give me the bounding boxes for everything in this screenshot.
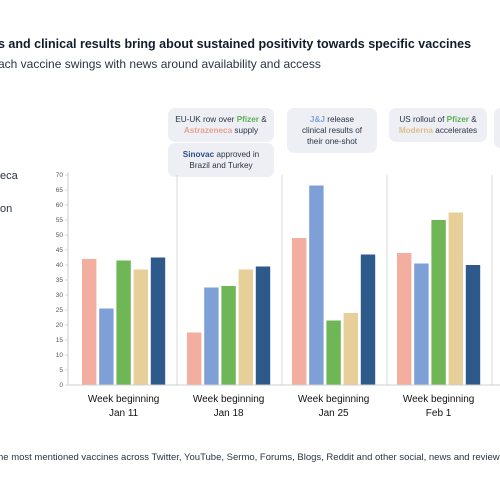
chart-subtitle: ach vaccine swings with news around avai… [0, 57, 321, 71]
y-tick-label: 5 [59, 367, 63, 374]
callout-cropped [494, 108, 500, 148]
bar-jj [414, 263, 429, 385]
category-label: Week beginning [298, 394, 370, 405]
category-label: Week beginning [193, 394, 265, 405]
y-tick-label: 60 [56, 202, 64, 209]
y-tick-label: 55 [56, 217, 64, 224]
y-tick-label: 30 [56, 292, 64, 299]
bar-sinovac [150, 257, 166, 385]
bar-pfizer [431, 220, 446, 385]
category-label: Feb 1 [426, 408, 452, 419]
bar-sinovac [255, 266, 271, 385]
y-tick-label: 15 [56, 337, 64, 344]
y-tick-label: 20 [56, 322, 64, 329]
bar-moderna [343, 313, 358, 385]
y-tick-label: 40 [56, 262, 64, 269]
bar-moderna [448, 212, 463, 385]
callout-us-rollout: US rollout of Pfizer & Moderna accelerat… [389, 108, 487, 142]
y-tick-label: 25 [56, 307, 64, 314]
chart-title: s and clinical results bring about susta… [0, 37, 472, 51]
bar-astrazeneca [397, 253, 412, 385]
callout-jj-results: J&J release clinical results of their on… [287, 108, 377, 153]
y-tick-label: 0 [59, 382, 63, 389]
category-label: Jan 18 [214, 408, 244, 419]
bar-pfizer [326, 320, 341, 385]
bar-jj [99, 308, 114, 385]
bar-moderna [238, 269, 253, 385]
y-tick-label: 70 [56, 172, 64, 179]
y-tick-label: 35 [56, 277, 64, 284]
category-label: Jan 25 [319, 408, 349, 419]
y-tick-label: 10 [56, 352, 64, 359]
category-label: Jan 11 [109, 408, 139, 419]
bar-jj [204, 287, 219, 385]
bar-astrazeneca [292, 238, 307, 385]
callout-eu-uk-row: EU-UK row over Pfizer & Astrazeneca supp… [168, 108, 274, 142]
bar-pfizer [221, 286, 236, 385]
bar-moderna [133, 269, 148, 385]
legend-fragment-1: eca [0, 170, 18, 182]
category-label: Week beginning [88, 394, 160, 405]
bar-astrazeneca [187, 332, 202, 385]
bar-sinovac [465, 265, 481, 385]
legend-fragment-2: on [0, 203, 13, 215]
y-tick-label: 50 [56, 232, 64, 239]
bar-jj [309, 185, 324, 385]
footnote: he most mentioned vaccines across Twitte… [0, 452, 500, 463]
y-tick-label: 45 [56, 247, 64, 254]
callout-sinovac-approval: Sinovac approved in Brazil and Turkey [168, 143, 274, 177]
bar-pfizer [116, 260, 131, 385]
y-tick-label: 65 [56, 187, 64, 194]
bar-astrazeneca [82, 259, 97, 385]
category-label: Week beginning [403, 394, 475, 405]
bar-sinovac [360, 254, 376, 385]
